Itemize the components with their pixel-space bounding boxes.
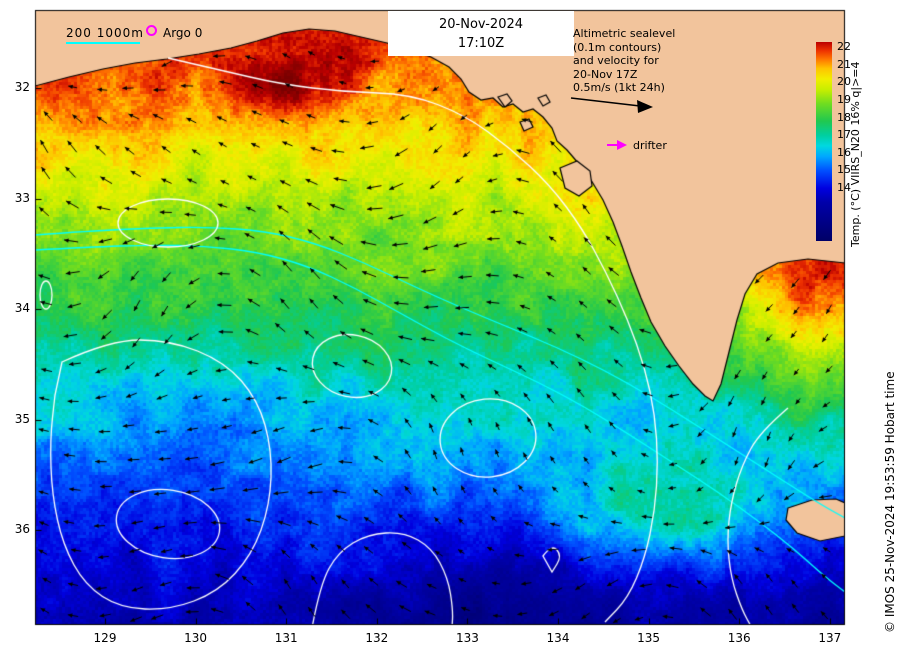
colorbar-tick-label: 16 (837, 145, 851, 159)
bathymetry-legend-label: 200 1000m (66, 26, 144, 40)
bathymetry-line-sample-icon (66, 42, 140, 44)
copyright-credit: © IMOS 25-Nov-2024 19:53:59 Hobart time (883, 371, 897, 633)
drifter-legend: drifter (606, 138, 667, 152)
colorbar-title: Temp. (°C) VIIRS_N20 16% q|>=4 (849, 61, 862, 248)
x-axis-tick-label: 131 (274, 631, 298, 645)
y-axis-tick-label: 33 (14, 190, 30, 205)
map-date-label: 20-Nov-2024 (438, 17, 524, 32)
altimetry-info: Altimetric sealevel (0.1m contours) and … (573, 27, 675, 95)
colorbar-tick-label: 17 (837, 128, 851, 142)
colorbar-tick-label: 18 (837, 110, 851, 124)
info-line: and velocity for (573, 54, 659, 67)
map-title: 20-Nov-2024 17:10Z (388, 11, 574, 56)
y-axis-tick-label: 35 (14, 411, 30, 426)
info-line: 20-Nov 17Z (573, 67, 638, 81)
info-line: Altimetric sealevel (573, 27, 676, 40)
info-line: 0.5m/s (1kt 24h) (573, 81, 665, 94)
y-axis-tick-label: 34 (14, 301, 30, 315)
x-axis-tick-label: 136 (727, 631, 751, 645)
y-axis-tick-label: 36 (14, 522, 30, 536)
x-axis-tick-label: 132 (365, 631, 389, 645)
velocity-scale-arrow-icon (570, 97, 653, 113)
colorbar-tick-label: 19 (837, 93, 851, 107)
drifter-arrow-icon (607, 140, 627, 150)
colorbar-tick-label: 15 (837, 163, 851, 177)
x-axis-tick-label: 134 (546, 631, 570, 645)
map-time-label: 17:10Z (457, 36, 505, 51)
x-axis-tick-label: 133 (455, 631, 479, 645)
drifter-label: drifter (633, 138, 667, 152)
x-axis-tick-label: 129 (93, 631, 117, 645)
temperature-colorbar (816, 42, 832, 241)
y-axis-tick-label: 32 (14, 80, 30, 94)
colorbar-tick-label: 14 (837, 181, 851, 195)
x-axis-tick-label: 130 (184, 631, 208, 645)
x-axis-tick-label: 135 (637, 631, 661, 645)
argo-marker-icon (146, 25, 157, 36)
x-axis-tick-label: 137 (818, 631, 842, 645)
colorbar-tick-label: 21 (837, 57, 851, 71)
info-line: (0.1m contours) (573, 40, 662, 54)
colorbar-tick-label: 20 (837, 75, 851, 89)
argo-legend-label: Argo 0 (163, 26, 203, 40)
colorbar-tick-label: 22 (837, 40, 851, 54)
